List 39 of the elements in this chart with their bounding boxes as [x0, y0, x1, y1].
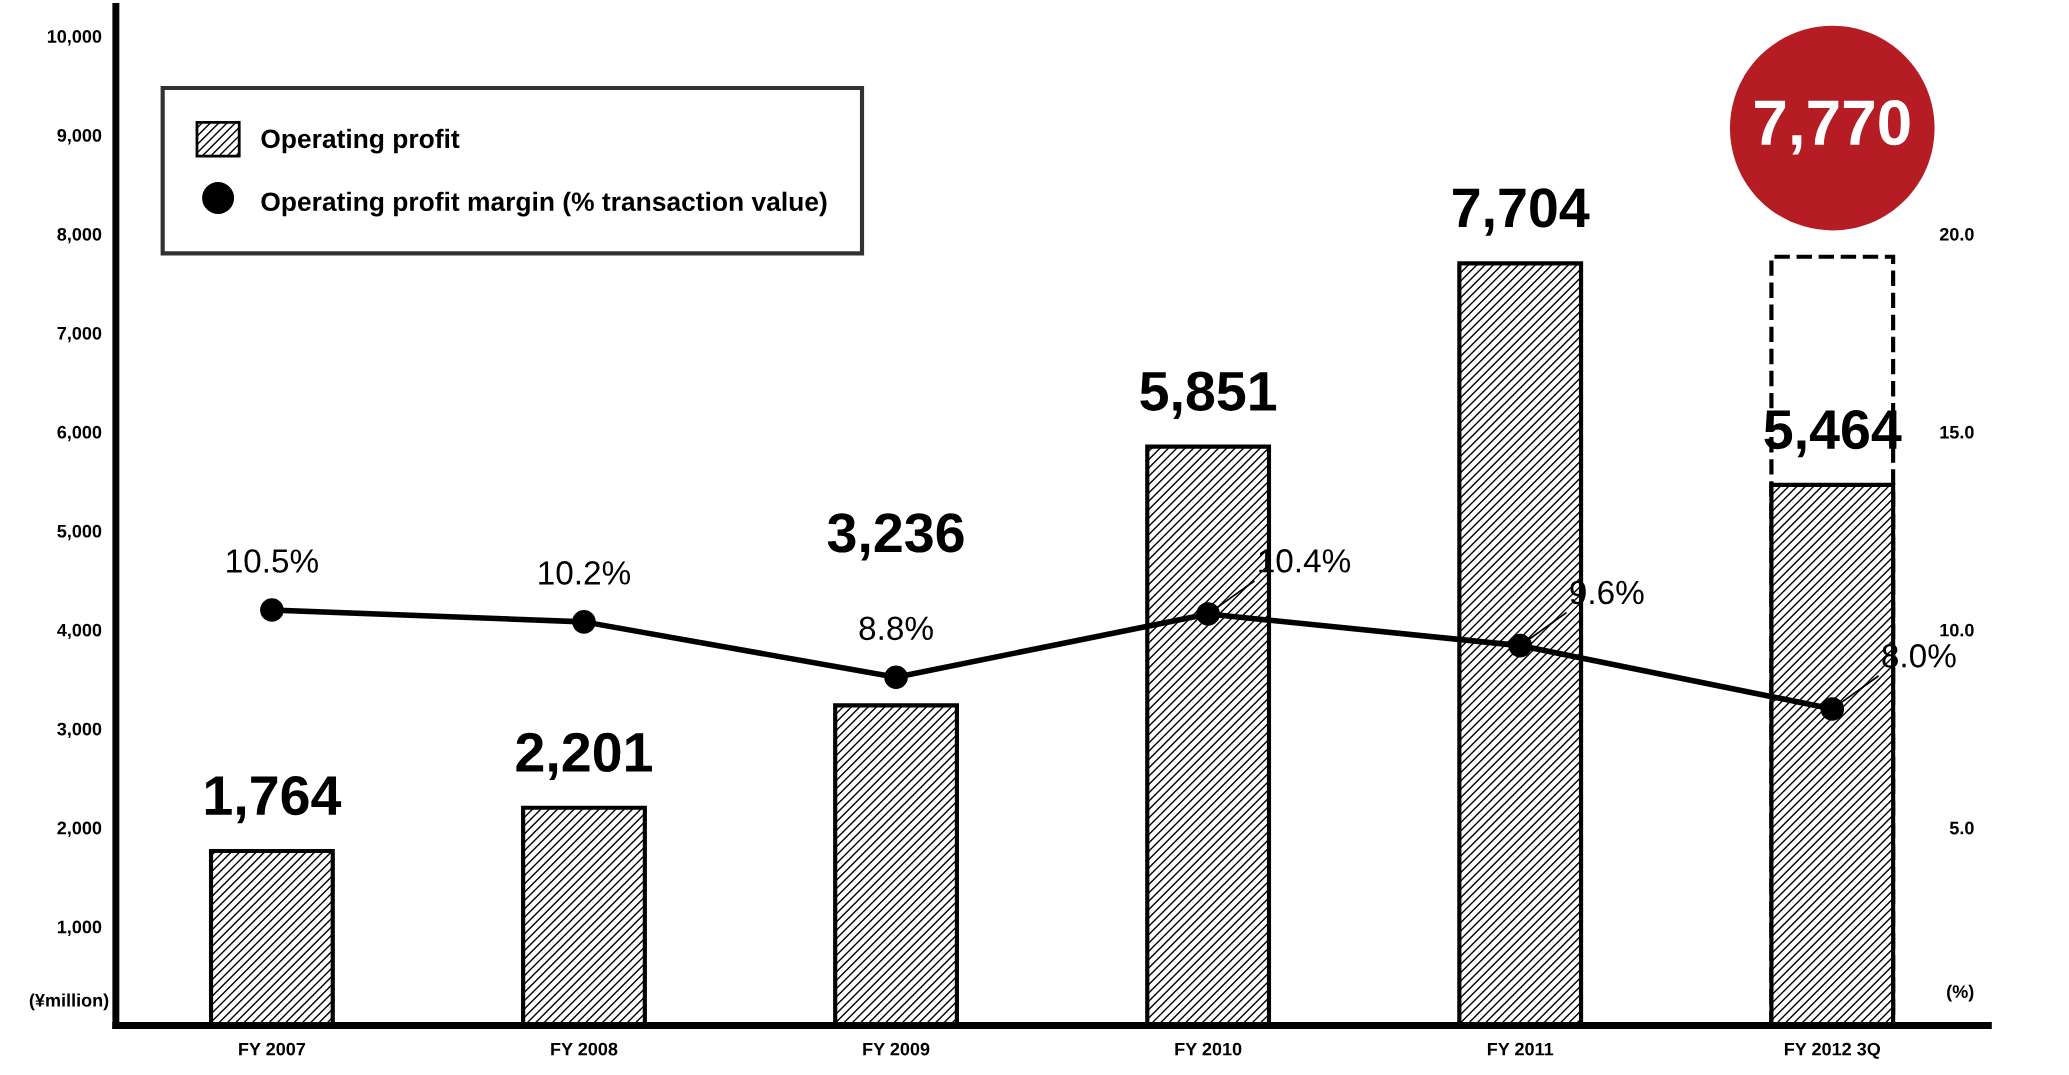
x-tick-label: FY 2009	[863, 1042, 930, 1056]
legend-label: Operating profit margin (% transaction value)	[261, 191, 827, 217]
y-tick-label: 9,000	[57, 129, 102, 145]
y-tick-label: 4,000	[57, 623, 102, 640]
data-label: 7,704	[1453, 188, 1590, 236]
y-tick-label: 8,000	[57, 227, 102, 244]
point	[572, 610, 596, 634]
x-tick-label: FY 2010	[1175, 1042, 1242, 1056]
y2-tick-label: 15.0	[1940, 425, 1974, 439]
y-tick-label: 2,000	[57, 821, 102, 837]
data-label: 1,764	[205, 775, 342, 824]
legend-label: Operating profit	[261, 128, 460, 154]
x-tick-label: FY 2007	[239, 1042, 306, 1056]
x-tick-label: FY 2012 3Q	[1784, 1042, 1881, 1059]
x-tick-label: FY 2011	[1487, 1042, 1554, 1056]
x-tick-label: FY 2008	[551, 1042, 618, 1056]
y-tick-label: 6,000	[57, 425, 102, 442]
data-label: 10.5%	[227, 549, 318, 573]
y-tick-label: 1,000	[57, 920, 102, 936]
y-axis-title: (¥million)	[29, 993, 109, 1011]
point	[1508, 633, 1533, 658]
point	[1196, 602, 1220, 626]
y-tick-label: 7,000	[57, 326, 102, 343]
y2-tick-label: 20.0	[1939, 227, 1974, 241]
y-tick-label: 3,000	[57, 722, 102, 739]
y2-tick-label: 5.0	[1949, 821, 1974, 835]
data-label: 5,851	[1140, 371, 1277, 419]
data-label: 8.8%	[859, 616, 933, 641]
data-label: 3,236	[827, 513, 964, 561]
point	[884, 665, 908, 690]
y2-axis-title: (%)	[1947, 984, 1974, 1002]
point	[260, 598, 284, 622]
data-label: 7,770	[1755, 100, 1910, 155]
point	[1820, 697, 1845, 721]
y-tick-label: 10,000	[47, 30, 102, 46]
y-tick-label: 5,000	[57, 524, 102, 541]
y2-tick-label: 10.0	[1940, 623, 1974, 637]
data-label: 2,201	[516, 732, 652, 781]
data-label: 10.2%	[539, 561, 631, 585]
